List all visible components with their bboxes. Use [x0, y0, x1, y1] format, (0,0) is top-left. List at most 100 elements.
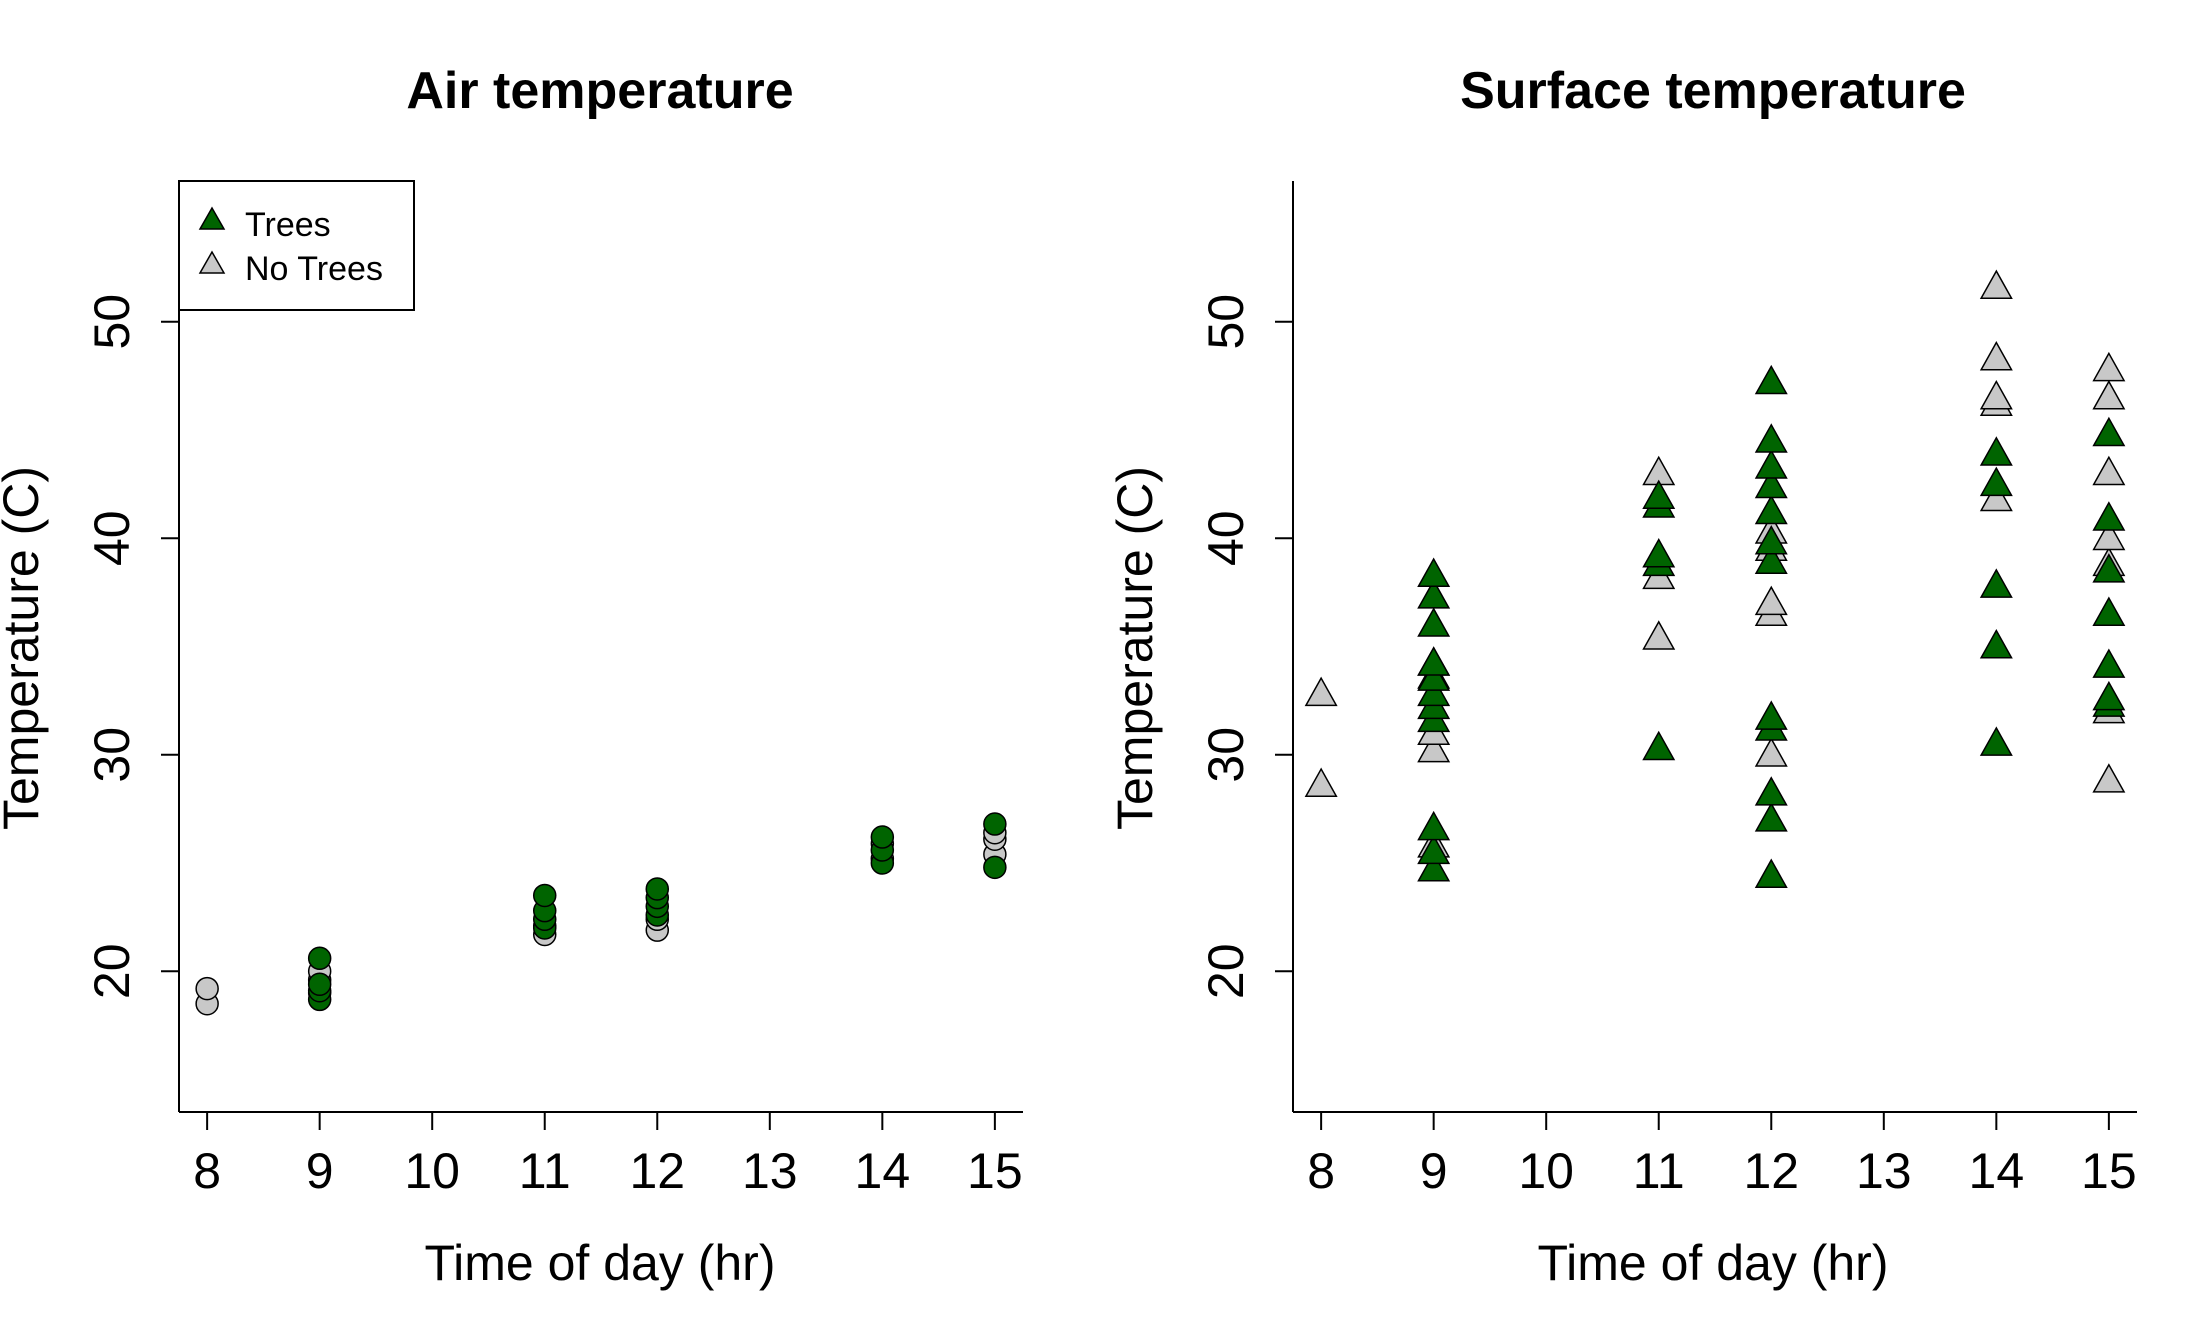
point-no-trees [1304, 767, 1338, 798]
y-axis-label: Temperature (C) [0, 466, 49, 830]
point-trees [1417, 834, 1451, 865]
legend-item-no-trees: No Trees [198, 250, 383, 288]
point-trees [1642, 538, 1676, 568]
x-tick-label: 8 [1307, 1143, 1335, 1199]
point-trees [1979, 466, 2013, 497]
point-trees [1417, 851, 1451, 882]
point-no-trees [2092, 763, 2126, 793]
x-tick-label: 13 [1856, 1143, 1912, 1199]
point-trees [1979, 568, 2013, 598]
legend-marker-trees [198, 206, 226, 230]
y-tick-label: 40 [1198, 510, 1254, 566]
point-no-trees [1754, 585, 1788, 616]
surface-temperature-panel: Surface temperature 8 9 10 11 12 13 14 15 20 30 40… [1107, 62, 2137, 1291]
point-trees [983, 855, 1007, 880]
point-no-trees [1979, 269, 2013, 300]
point-trees [307, 972, 332, 997]
point-no-trees [1417, 732, 1451, 763]
point-no-trees [1642, 620, 1676, 650]
point-trees [1417, 607, 1451, 637]
point-no-trees [2092, 455, 2126, 486]
point-no-trees [2092, 379, 2126, 410]
x-tick-label: 15 [2081, 1143, 2137, 1199]
x-tick-label: 11 [519, 1143, 571, 1199]
point-trees [2092, 553, 2126, 583]
point-trees [983, 812, 1007, 836]
x-tick-label: 11 [1633, 1143, 1685, 1199]
legend: Trees No Trees [178, 180, 415, 311]
axes: 8 9 10 11 12 13 14 15 20 30 40 50 [1198, 181, 2137, 1199]
x-tick-label: 10 [404, 1143, 460, 1199]
point-trees [1754, 494, 1788, 525]
point-trees [870, 825, 895, 849]
point-trees [1642, 479, 1676, 510]
point-trees [1754, 364, 1788, 395]
x-tick-label: 14 [1969, 1143, 2025, 1199]
point-trees [2092, 416, 2126, 447]
x-tick-label: 8 [193, 1143, 221, 1199]
point-no-trees [1754, 737, 1788, 767]
point-trees [645, 877, 670, 901]
chart-title: Air temperature [406, 62, 793, 120]
point-trees [1754, 468, 1788, 499]
y-tick-label: 50 [84, 294, 140, 350]
point-trees [2092, 596, 2126, 626]
point-trees [1417, 676, 1451, 707]
chart-title: Surface temperature [1460, 62, 1966, 120]
x-axis-label: Time of day (hr) [424, 1235, 775, 1291]
point-no-trees [1979, 379, 2013, 410]
point-trees [532, 883, 557, 908]
point-trees [1642, 730, 1676, 761]
point-no-trees [2092, 520, 2126, 551]
point-trees [1754, 423, 1788, 453]
point-trees [1754, 858, 1788, 888]
point-trees [2092, 648, 2126, 678]
axes: 8 9 10 11 12 13 14 15 20 30 40 50 [84, 181, 1023, 1199]
point-trees [1979, 436, 2013, 466]
x-tick-label: 10 [1518, 1143, 1574, 1199]
y-tick-label: 30 [1198, 727, 1254, 783]
point-no-trees [2092, 351, 2126, 382]
y-tick-label: 20 [84, 943, 140, 999]
data-points [1304, 269, 2126, 888]
legend-label-trees: Trees [245, 206, 331, 244]
point-trees [307, 946, 332, 971]
point-trees [1754, 449, 1788, 479]
point-trees [1979, 726, 2013, 756]
legend-marker-no-trees [198, 250, 226, 274]
y-axis-label: Temperature (C) [1107, 466, 1163, 830]
point-trees [2092, 680, 2126, 711]
x-tick-label: 14 [855, 1143, 911, 1199]
point-trees [1754, 525, 1788, 555]
point-no-trees [195, 976, 219, 1001]
air-temperature-panel: Air temperature 8 9 10 11 12 13 14 15 20 30 40 50 T… [0, 62, 1023, 1291]
point-trees [2092, 501, 2126, 531]
point-trees [1417, 810, 1451, 841]
legend-box [178, 180, 415, 311]
legend-label-no-trees: No Trees [245, 250, 383, 288]
y-tick-label: 30 [84, 727, 140, 783]
y-tick-label: 20 [1198, 943, 1254, 999]
point-trees [1417, 646, 1451, 676]
point-trees [1417, 579, 1451, 609]
y-tick-label: 50 [1198, 294, 1254, 350]
x-tick-label: 9 [1420, 1143, 1448, 1199]
x-tick-label: 13 [742, 1143, 798, 1199]
point-no-trees [1979, 341, 2013, 371]
x-tick-label: 9 [306, 1143, 334, 1199]
x-tick-label: 15 [967, 1143, 1023, 1199]
point-trees [1754, 802, 1788, 832]
y-tick-label: 40 [84, 510, 140, 566]
x-axis-label: Time of day (hr) [1537, 1235, 1888, 1291]
point-trees [1417, 661, 1451, 691]
point-trees [1754, 544, 1788, 575]
point-no-trees [1979, 481, 2013, 512]
x-tick-label: 12 [629, 1143, 685, 1199]
x-tick-label: 12 [1743, 1143, 1799, 1199]
legend-item-trees: Trees [198, 206, 331, 244]
point-trees [1979, 628, 2013, 659]
point-trees [1754, 700, 1788, 730]
point-trees [1417, 557, 1451, 588]
data-points [195, 812, 1007, 1016]
